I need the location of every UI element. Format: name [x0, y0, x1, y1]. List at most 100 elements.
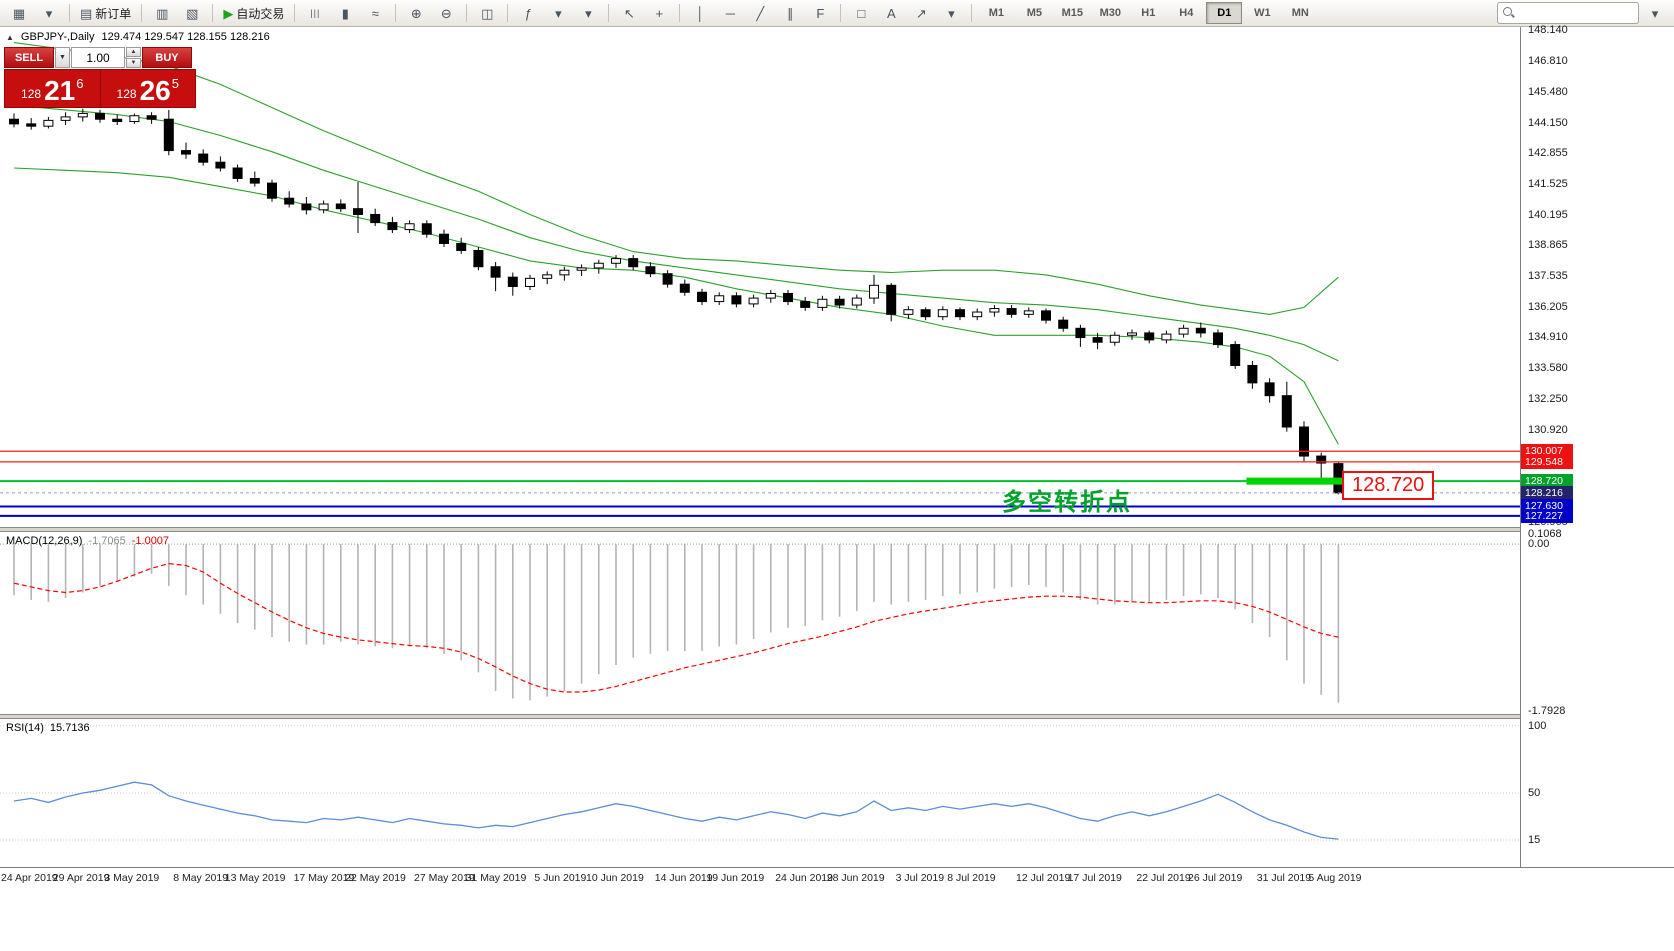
- line-chart-button[interactable]: ≈: [361, 1, 389, 25]
- macd-pane[interactable]: MACD(12,26,9) -1.7065 -1.0007: [0, 532, 1520, 714]
- bars-chart-icon: |||: [310, 7, 321, 18]
- new-chart-button[interactable]: ▦: [5, 1, 33, 25]
- templates-button[interactable]: ▾: [574, 1, 602, 25]
- rsi-axis-label: 100: [1528, 719, 1547, 732]
- pane-separator[interactable]: [0, 527, 1674, 532]
- candle: [1264, 378, 1275, 403]
- volume-spinner: ▲ ▼: [126, 47, 141, 68]
- candle: [129, 113, 140, 124]
- toolbar-separator: [294, 4, 296, 22]
- candle: [1161, 330, 1172, 344]
- tile-windows-button[interactable]: ◫: [473, 1, 501, 25]
- crosshair-tool-button[interactable]: +: [645, 1, 673, 25]
- candlestick-chart-icon: ▮: [341, 5, 349, 21]
- bars-chart-button[interactable]: |||: [301, 1, 329, 25]
- channel-tool-button[interactable]: ∥: [776, 1, 804, 25]
- trendline-tool-icon: ╱: [756, 5, 765, 21]
- horizontal-line-tool-button[interactable]: ─: [716, 1, 744, 25]
- candle: [456, 237, 467, 254]
- macd-canvas[interactable]: [0, 532, 1520, 714]
- time-axis-label: 3 Jul 2019: [895, 872, 945, 884]
- chart-profiles-button[interactable]: ▾: [35, 1, 63, 25]
- time-axis-label: 5 Aug 2019: [1308, 872, 1362, 884]
- timeframe-h4[interactable]: H4: [1179, 7, 1194, 19]
- price-axis-label: 146.810: [1528, 54, 1568, 67]
- timeframe-m5[interactable]: M5: [1026, 7, 1042, 19]
- zoom-in-button[interactable]: ⊕: [402, 1, 430, 25]
- indicators-icon: ƒ: [524, 5, 532, 21]
- timeframe-m30[interactable]: M30: [1099, 7, 1122, 19]
- candle: [215, 156, 226, 172]
- sell-price-display[interactable]: 128 21 6: [5, 70, 101, 107]
- timeframe-m1[interactable]: M1: [988, 7, 1004, 19]
- time-axis-label: 24 Jun 2019: [775, 872, 833, 884]
- buy-button[interactable]: BUY: [142, 47, 192, 68]
- candle: [662, 270, 673, 288]
- rsi-value: 15.7136: [49, 722, 90, 734]
- candle: [817, 295, 828, 311]
- time-axis-label: 27 May 2019: [414, 872, 475, 884]
- timeframe-mn[interactable]: MN: [1291, 7, 1309, 19]
- candlestick-chart-button[interactable]: ▮: [331, 1, 359, 25]
- shapes-tool-button[interactable]: □: [847, 1, 875, 25]
- rsi-pane[interactable]: RSI(14) 15.7136: [0, 719, 1520, 867]
- toolbar-separator: [69, 4, 70, 22]
- market-watch-button[interactable]: ▥: [148, 1, 176, 25]
- indicators-dropdown-button[interactable]: ▾: [544, 1, 572, 25]
- collapse-panel-icon[interactable]: ▲: [6, 32, 14, 42]
- price-axis[interactable]: 148.140 146.810 145.480 144.150 142.855 141.5…: [1520, 24, 1674, 867]
- indicators-dropdown-icon: ▾: [555, 5, 562, 21]
- price-tag-130.007: 130.007: [1521, 444, 1573, 459]
- text-tool-button[interactable]: A: [877, 1, 905, 25]
- price-axis-label: 144.150: [1528, 116, 1568, 129]
- zoom-out-button[interactable]: ⊖: [432, 1, 460, 25]
- toolbar-separator: [507, 4, 509, 22]
- trendline-tool-button[interactable]: ╱: [746, 1, 774, 25]
- candle: [972, 308, 983, 321]
- autotrading-label: 自动交易: [236, 6, 285, 21]
- time-axis[interactable]: 24 Apr 2019 29 Apr 2019 3 May 2019 8 May 20…: [0, 867, 1674, 890]
- buy-price-pip: 5: [171, 76, 179, 91]
- toolbar-overflow-button[interactable]: ▾: [1641, 1, 1669, 25]
- pane-separator[interactable]: [0, 714, 1674, 719]
- time-axis-label: 17 May 2019: [293, 872, 355, 884]
- price-chart-canvas[interactable]: [0, 27, 1520, 527]
- search-box[interactable]: [1497, 2, 1639, 24]
- zoom-out-icon: ⊖: [440, 5, 452, 21]
- candle: [1195, 322, 1206, 338]
- buy-price-display[interactable]: 128 26 5: [100, 70, 195, 107]
- timeframe-h1[interactable]: H1: [1141, 7, 1156, 19]
- volume-down-button[interactable]: ▼: [126, 58, 141, 68]
- time-axis-label: 14 Jun 2019: [654, 872, 713, 884]
- new-order-button[interactable]: ▤ 新订单: [76, 1, 135, 25]
- toolbar-separator: [395, 4, 397, 22]
- toolbar-separator: [466, 4, 468, 22]
- candle: [542, 271, 553, 285]
- volume-up-button[interactable]: ▲: [126, 47, 141, 57]
- arrow-tool-button[interactable]: ↗: [907, 1, 935, 25]
- arrow-tool-icon: ↗: [915, 5, 927, 21]
- search-input[interactable]: [1520, 6, 1633, 20]
- timeframe-m15[interactable]: M15: [1061, 7, 1084, 19]
- candle: [989, 305, 1000, 317]
- market-watch-icon: ▥: [156, 5, 169, 21]
- price-pane[interactable]: ▲ GBPJPY-,Daily 129.474 129.547 128.155 …: [0, 27, 1520, 527]
- fibonacci-tool-button[interactable]: F: [806, 1, 834, 25]
- navigator-button[interactable]: ▧: [178, 1, 206, 25]
- volume-dropdown-button[interactable]: ▼: [55, 47, 70, 68]
- rsi-canvas[interactable]: [0, 719, 1520, 867]
- autotrading-button[interactable]: ▶ 自动交易: [219, 1, 288, 25]
- cursor-tool-button[interactable]: ↖: [615, 1, 643, 25]
- objects-dropdown-button[interactable]: ▾: [937, 1, 965, 25]
- timeframe-d1[interactable]: D1: [1206, 2, 1243, 24]
- vertical-line-tool-button[interactable]: │: [686, 1, 714, 25]
- volume-input[interactable]: [71, 47, 125, 68]
- time-axis-label: 8 Jul 2019: [947, 872, 996, 884]
- time-axis-label: 12 Jul 2019: [1016, 872, 1071, 884]
- timeframe-w1[interactable]: W1: [1254, 7, 1271, 19]
- candle: [611, 255, 621, 268]
- indicators-button[interactable]: ƒ: [514, 1, 542, 25]
- candle: [1299, 421, 1309, 462]
- price-axis-label: 145.480: [1528, 85, 1568, 98]
- sell-button[interactable]: SELL: [4, 47, 54, 68]
